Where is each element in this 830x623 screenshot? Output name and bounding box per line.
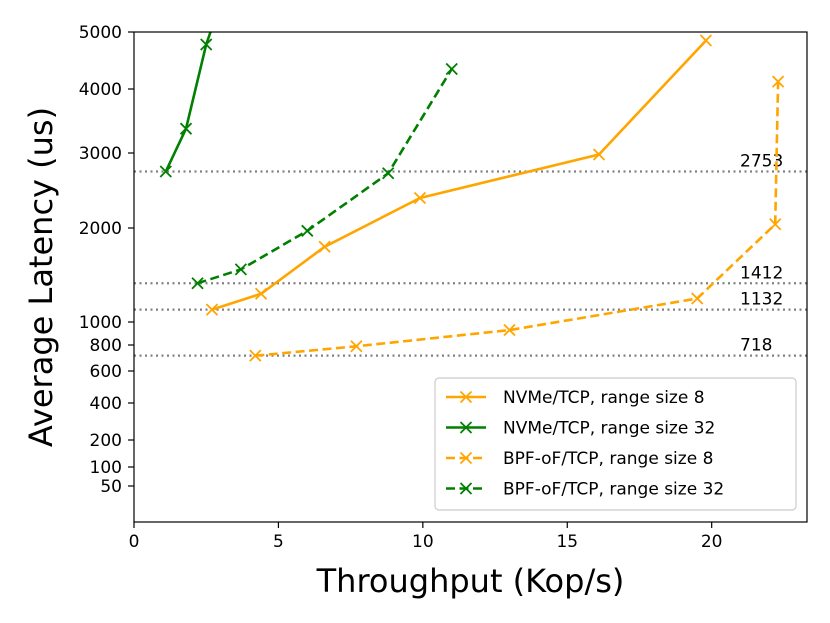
y-tick-label: 4000 (79, 80, 122, 100)
x-tick-label: 15 (556, 532, 578, 552)
reference-line-label: 1132 (740, 290, 783, 310)
legend-label: NVMe/TCP, range size 8 (503, 388, 705, 408)
legend: NVMe/TCP, range size 8 NVMe/TCP, range si… (434, 377, 797, 511)
data-point (159, 165, 172, 178)
legend-label: NVMe/TCP, range size 32 (503, 419, 715, 439)
plot-frame (133, 31, 808, 523)
y-tick-label: 2000 (79, 219, 122, 239)
data-point (249, 349, 262, 362)
legend-entry: NVMe/TCP, range size 8 (446, 388, 705, 408)
data-point (318, 240, 331, 253)
legend-marker (459, 390, 473, 404)
data-point (254, 287, 268, 300)
legend-entry: NVMe/TCP, range size 32 (446, 419, 715, 439)
y-tick-label: 1000 (79, 313, 122, 333)
y-tick-label: 100 (90, 458, 122, 478)
data-point (382, 167, 395, 180)
legend-entry: BPF-oF/TCP, range size 32 (446, 480, 724, 500)
y-axis-title: Average Latency (us) (22, 107, 60, 447)
reference-line-label: 1412 (740, 263, 783, 283)
y-tick-label: 5000 (79, 23, 122, 43)
data-point (413, 191, 427, 205)
y-tick-label: 3000 (79, 144, 122, 164)
data-point (699, 34, 713, 47)
data-point (179, 122, 193, 135)
series-1 (159, 32, 213, 178)
legend-label: BPF-oF/TCP, range size 32 (503, 480, 724, 500)
data-point (445, 62, 458, 76)
data-point (350, 340, 363, 353)
series-line (197, 68, 453, 285)
data-point (200, 38, 213, 51)
series-group (159, 32, 785, 362)
legend-marker (459, 421, 473, 434)
data-point (691, 292, 704, 305)
data-point (234, 263, 248, 276)
y-tick-label: 800 (90, 336, 122, 356)
reference-line-label: 2753 (740, 152, 783, 172)
y-tick-label: 50 (100, 477, 122, 497)
data-point (191, 277, 204, 290)
reference-lines: 2753 1412 1132 718 (134, 152, 807, 357)
reference-line-label: 718 (740, 336, 772, 356)
y-tick-label: 200 (90, 431, 122, 451)
legend-box (434, 377, 797, 511)
data-point (503, 323, 516, 337)
data-point (301, 224, 314, 237)
data-point (592, 148, 606, 161)
y-tick-label: 600 (90, 362, 122, 382)
x-axis: 0 5 10 15 20 (129, 522, 723, 552)
x-tick-label: 5 (273, 532, 284, 552)
x-axis-title: Throughput (Kop/s) (316, 562, 625, 600)
y-tick-label: 400 (90, 394, 122, 414)
series-line (211, 39, 707, 311)
series-0 (205, 34, 713, 316)
series-2 (249, 75, 785, 362)
data-point (771, 75, 785, 88)
legend-marker (459, 482, 473, 495)
x-tick-label: 20 (701, 532, 723, 552)
legend-label: BPF-oF/TCP, range size 8 (503, 449, 713, 469)
x-tick-label: 0 (129, 532, 140, 552)
series-line (255, 81, 780, 357)
x-tick-label: 10 (412, 532, 434, 552)
legend-entry: BPF-oF/TCP, range size 8 (446, 449, 713, 469)
legend-marker (459, 451, 473, 465)
series-line (164, 32, 212, 173)
data-point (205, 303, 219, 316)
data-point (769, 218, 782, 231)
series-3 (191, 62, 458, 290)
